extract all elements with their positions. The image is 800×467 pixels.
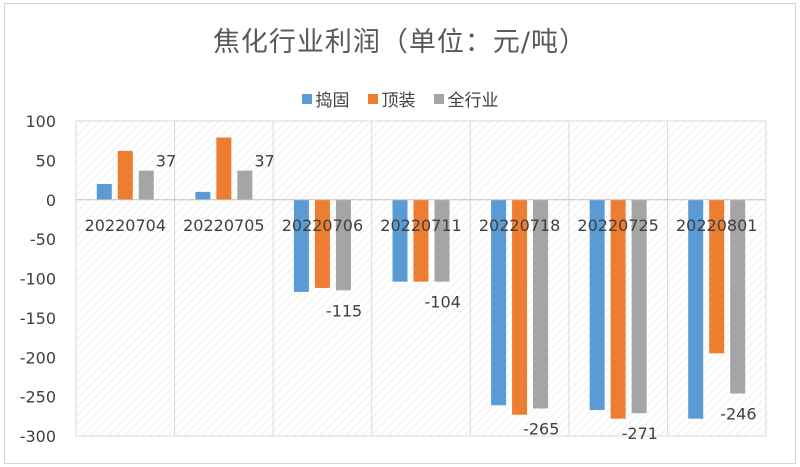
- data-label: -265: [523, 419, 559, 438]
- legend-item-series-1: 顶装: [367, 86, 416, 111]
- x-tick-label: 20220711: [380, 216, 461, 235]
- bar-series-1-20220725: [610, 199, 626, 419]
- data-label: -246: [720, 404, 756, 423]
- x-tick-label: 20220725: [577, 216, 658, 235]
- x-tick-label: 20220705: [183, 216, 264, 235]
- bar-series-0-20220706: [293, 199, 309, 292]
- bar-series-2-20220725: [631, 199, 647, 414]
- bar-series-2-20220705: [237, 170, 253, 200]
- y-tick-label: -50: [30, 230, 56, 249]
- bar-series-0-20220705: [195, 191, 211, 200]
- bar-series-2-20220704: [138, 170, 154, 200]
- x-tick-label: 20220801: [676, 216, 757, 235]
- x-tick-label: 20220704: [85, 216, 166, 235]
- bar-series-1-20220704: [117, 150, 133, 200]
- bar-series-0-20220704: [96, 184, 112, 200]
- data-label: 37: [254, 152, 274, 171]
- legend-swatch-series-0: [301, 93, 312, 104]
- bar-series-1-20220705: [216, 137, 232, 200]
- legend-item-series-2: 全行业: [433, 86, 499, 111]
- y-tick-label: -300: [20, 427, 56, 446]
- bar-series-2-20220718: [533, 199, 549, 409]
- legend-label-series-2: 全行业: [447, 91, 499, 111]
- legend-item-series-0: 捣固: [301, 86, 350, 111]
- legend-label-series-0: 捣固: [315, 91, 350, 111]
- legend-label-series-1: 顶装: [381, 91, 416, 111]
- data-label: -104: [425, 293, 461, 312]
- chart-title: 焦化行业利润（单位：元/吨）: [212, 27, 588, 58]
- bar-series-2-20220801: [730, 199, 746, 394]
- bar-series-1-20220711: [413, 199, 429, 282]
- bar-series-0-20220718: [491, 199, 507, 406]
- bar-series-2-20220711: [434, 199, 450, 282]
- x-tick-label: 20220706: [282, 216, 363, 235]
- bar-series-1-20220801: [709, 199, 725, 354]
- data-label: -271: [622, 424, 658, 443]
- y-tick-label: -150: [20, 309, 56, 328]
- bar-series-0-20220725: [589, 199, 605, 411]
- bar-series-2-20220706: [335, 199, 351, 291]
- data-label: 37: [156, 152, 176, 171]
- bar-series-1-20220706: [314, 199, 330, 288]
- y-tick-label: 0: [46, 191, 56, 210]
- bar-series-1-20220718: [512, 199, 528, 415]
- bar-series-0-20220711: [392, 199, 408, 282]
- y-tick-label: 50: [36, 151, 56, 170]
- legend-swatch-series-2: [433, 93, 444, 104]
- y-tick-label: 100: [25, 112, 56, 131]
- data-label: -115: [326, 301, 362, 320]
- x-tick-label: 20220718: [479, 216, 560, 235]
- chart-legend: 捣固 顶装 全行业: [0, 86, 800, 111]
- y-tick-label: -250: [20, 388, 56, 407]
- y-tick-label: -100: [20, 270, 56, 289]
- legend-swatch-series-1: [367, 93, 378, 104]
- y-tick-label: -200: [20, 348, 56, 367]
- bar-series-0-20220801: [688, 199, 704, 419]
